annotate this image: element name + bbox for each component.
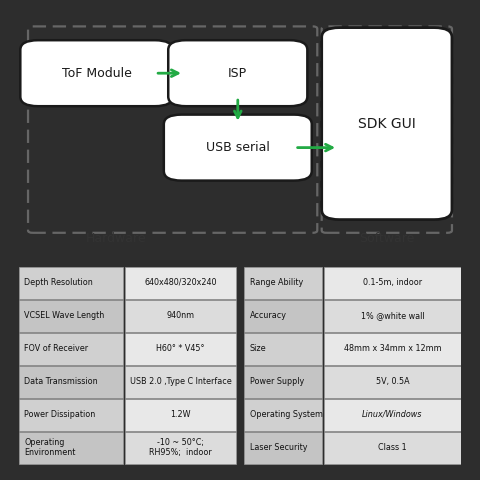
FancyBboxPatch shape xyxy=(244,300,322,332)
Text: -10 ~ 50°C;
RH95%;  indoor: -10 ~ 50°C; RH95%; indoor xyxy=(149,438,212,457)
Text: 48mm x 34mm x 12mm: 48mm x 34mm x 12mm xyxy=(344,344,441,353)
Text: 1% @white wall: 1% @white wall xyxy=(360,311,424,320)
Text: ISP: ISP xyxy=(228,67,247,80)
FancyBboxPatch shape xyxy=(324,267,461,299)
FancyBboxPatch shape xyxy=(19,334,123,365)
Text: FOV of Receiver: FOV of Receiver xyxy=(24,344,89,353)
FancyBboxPatch shape xyxy=(19,300,123,332)
Text: 940nm: 940nm xyxy=(167,311,194,320)
Text: H60° * V45°: H60° * V45° xyxy=(156,344,204,353)
FancyBboxPatch shape xyxy=(168,40,307,106)
FancyBboxPatch shape xyxy=(125,334,236,365)
Text: 0.1-5m, indoor: 0.1-5m, indoor xyxy=(363,278,422,287)
FancyBboxPatch shape xyxy=(324,366,461,398)
FancyBboxPatch shape xyxy=(244,366,322,398)
Text: Power Supply: Power Supply xyxy=(250,377,304,386)
FancyBboxPatch shape xyxy=(324,334,461,365)
FancyBboxPatch shape xyxy=(20,40,173,106)
FancyBboxPatch shape xyxy=(125,432,236,464)
FancyBboxPatch shape xyxy=(125,366,236,398)
FancyBboxPatch shape xyxy=(244,334,322,365)
FancyBboxPatch shape xyxy=(244,267,322,299)
Text: Laser Security: Laser Security xyxy=(250,443,307,452)
FancyBboxPatch shape xyxy=(244,432,322,464)
FancyBboxPatch shape xyxy=(19,432,123,464)
Text: USB serial: USB serial xyxy=(206,141,270,154)
Text: Linux/Windows: Linux/Windows xyxy=(362,410,422,419)
Text: Software: Software xyxy=(360,232,415,245)
FancyBboxPatch shape xyxy=(19,366,123,398)
Text: ToF Module: ToF Module xyxy=(61,67,132,80)
Text: Operating
Environment: Operating Environment xyxy=(24,438,76,457)
FancyBboxPatch shape xyxy=(125,267,236,299)
Text: Size: Size xyxy=(250,344,266,353)
Text: Accuracy: Accuracy xyxy=(250,311,287,320)
Text: 1.2W: 1.2W xyxy=(170,410,191,419)
FancyBboxPatch shape xyxy=(324,432,461,464)
FancyBboxPatch shape xyxy=(324,300,461,332)
Text: Range Ability: Range Ability xyxy=(250,278,303,287)
Text: Operating System: Operating System xyxy=(250,410,323,419)
Text: Power Dissipation: Power Dissipation xyxy=(24,410,96,419)
FancyBboxPatch shape xyxy=(324,399,461,431)
Text: VCSEL Wave Length: VCSEL Wave Length xyxy=(24,311,105,320)
FancyBboxPatch shape xyxy=(19,399,123,431)
Text: 640x480/320x240: 640x480/320x240 xyxy=(144,278,216,287)
FancyBboxPatch shape xyxy=(322,28,452,220)
FancyBboxPatch shape xyxy=(164,115,312,180)
FancyBboxPatch shape xyxy=(125,399,236,431)
FancyBboxPatch shape xyxy=(19,267,123,299)
Text: SDK GUI: SDK GUI xyxy=(358,117,416,131)
Text: Hardware: Hardware xyxy=(86,232,147,245)
Text: Depth Resolution: Depth Resolution xyxy=(24,278,93,287)
FancyBboxPatch shape xyxy=(244,399,322,431)
Text: Data Transmission: Data Transmission xyxy=(24,377,98,386)
Text: 5V, 0.5A: 5V, 0.5A xyxy=(375,377,409,386)
Text: USB 2.0 ,Type C Interface: USB 2.0 ,Type C Interface xyxy=(130,377,231,386)
FancyBboxPatch shape xyxy=(125,300,236,332)
Text: Class 1: Class 1 xyxy=(378,443,407,452)
